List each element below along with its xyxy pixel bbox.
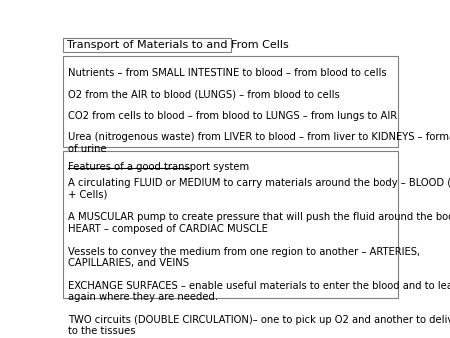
FancyBboxPatch shape [63,56,398,147]
Text: Vessels to convey the medium from one region to another – ARTERIES,
CAPILLARIES,: Vessels to convey the medium from one re… [68,246,421,268]
Text: Urea (nitrogenous waste) from LIVER to blood – from liver to KIDNEYS – formation: Urea (nitrogenous waste) from LIVER to b… [68,132,450,153]
Text: Features of a good transport system: Features of a good transport system [68,162,250,172]
Text: A MUSCULAR pump to create pressure that will push the fluid around the body – th: A MUSCULAR pump to create pressure that … [68,212,450,234]
Text: EXCHANGE SURFACES – enable useful materials to enter the blood and to leave it
a: EXCHANGE SURFACES – enable useful materi… [68,281,450,302]
Text: CO2 from cells to blood – from blood to LUNGS – from lungs to AIR: CO2 from cells to blood – from blood to … [68,111,398,121]
Text: Transport of Materials to and From Cells: Transport of Materials to and From Cells [68,40,289,50]
FancyBboxPatch shape [63,151,398,298]
Text: O2 from the AIR to blood (LUNGS) – from blood to cells: O2 from the AIR to blood (LUNGS) – from … [68,89,340,99]
FancyBboxPatch shape [63,38,230,52]
Text: Nutrients – from SMALL INTESTINE to blood – from blood to cells: Nutrients – from SMALL INTESTINE to bloo… [68,68,387,78]
Text: A circulating FLUID or MEDIUM to carry materials around the body – BLOOD (Plasma: A circulating FLUID or MEDIUM to carry m… [68,178,450,200]
Text: TWO circuits (DOUBLE CIRCULATION)– one to pick up O2 and another to deliver O2
t: TWO circuits (DOUBLE CIRCULATION)– one t… [68,315,450,336]
